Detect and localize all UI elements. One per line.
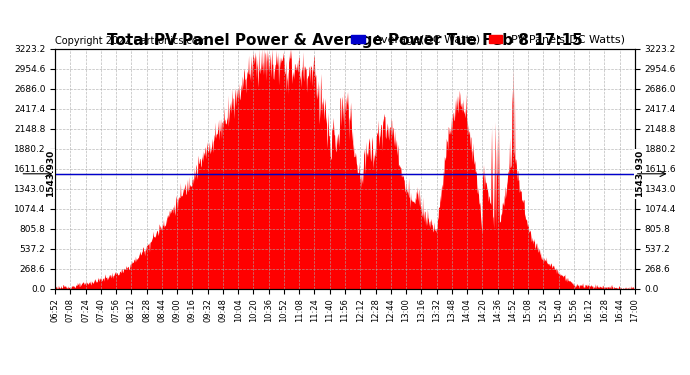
- Text: 1543.930: 1543.930: [635, 150, 644, 197]
- Legend: Average(DC Watts), PV Panels(DC Watts): Average(DC Watts), PV Panels(DC Watts): [347, 30, 629, 49]
- Text: Copyright 2022 Cartronics.com: Copyright 2022 Cartronics.com: [55, 36, 208, 46]
- Text: 1543.930: 1543.930: [46, 150, 55, 197]
- Title: Total PV Panel Power & Average Power Tue Feb 8 17:15: Total PV Panel Power & Average Power Tue…: [107, 33, 583, 48]
